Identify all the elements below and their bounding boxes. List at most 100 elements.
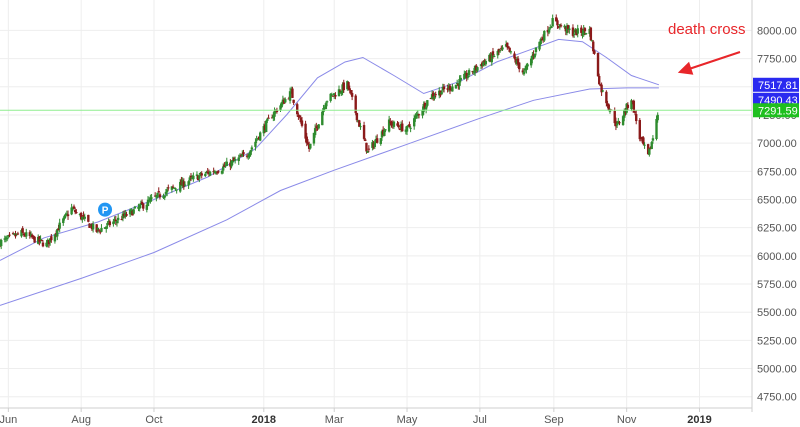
candle-down <box>22 233 26 236</box>
candle-up <box>576 28 579 34</box>
candle-up <box>195 174 199 176</box>
candle-up <box>105 226 108 230</box>
candle-up <box>538 41 541 50</box>
candle-up <box>529 58 533 66</box>
candle-up <box>175 189 178 191</box>
candle-down <box>613 111 616 124</box>
candle-up <box>379 138 382 145</box>
candle-down <box>108 221 112 226</box>
candle-up <box>241 154 244 156</box>
candle-up <box>70 207 73 215</box>
candle-down <box>200 173 203 176</box>
candle-down <box>448 85 452 91</box>
candle-down <box>75 212 78 214</box>
candle-up <box>106 223 109 226</box>
candle-up <box>650 142 653 150</box>
candle-up <box>525 65 528 71</box>
candle-down <box>513 53 516 59</box>
candle-up <box>133 206 137 209</box>
x-tick-label: Jul <box>473 414 487 426</box>
candle-down <box>358 120 361 127</box>
candle-up <box>284 99 287 103</box>
candle-down <box>583 28 587 32</box>
candle-down <box>354 95 357 114</box>
candle-up <box>91 223 95 230</box>
candle-down <box>571 27 575 36</box>
candle-up <box>149 198 152 202</box>
candle-down <box>365 142 368 152</box>
candle-up <box>115 221 119 224</box>
candlestick-layer <box>0 14 659 250</box>
candle-up <box>25 232 28 237</box>
candle-down <box>580 27 583 33</box>
candle-up <box>312 132 316 144</box>
candle-down <box>342 82 345 91</box>
candle-up <box>230 161 233 167</box>
candle-up <box>412 118 416 127</box>
candle-up <box>451 86 454 92</box>
candle-up <box>572 33 576 35</box>
candle-up <box>454 84 458 89</box>
candle-down <box>398 128 402 130</box>
candle-up <box>409 127 412 129</box>
candle-up <box>5 237 9 240</box>
candle-up <box>313 128 317 136</box>
candle-down <box>32 235 35 237</box>
candle-up <box>330 94 334 96</box>
candle-up <box>359 126 362 128</box>
candle-down <box>349 90 353 94</box>
candle-up <box>433 96 436 99</box>
candle-up <box>250 147 254 150</box>
candle-up <box>590 40 594 42</box>
candle-down <box>142 203 145 209</box>
candle-up <box>237 157 240 162</box>
candle-up <box>225 161 228 166</box>
annotation-layer: death cross <box>668 21 746 75</box>
candle-down <box>125 214 128 216</box>
candle-up <box>13 233 16 235</box>
candle-down <box>239 155 243 157</box>
candle-down <box>120 218 123 220</box>
candle-up <box>183 184 187 186</box>
candle-down <box>306 142 310 145</box>
candle-down <box>607 104 610 110</box>
candle-up <box>531 55 534 60</box>
y-tick-label: 6000.00 <box>757 251 797 263</box>
candle-up <box>204 173 207 177</box>
candle-up <box>651 138 655 141</box>
candle-up <box>463 73 466 80</box>
candle-down <box>348 88 351 91</box>
candle-up <box>568 28 571 30</box>
x-tick-label: 2019 <box>687 414 711 426</box>
candle-up <box>214 172 218 174</box>
candle-down <box>50 236 53 241</box>
candle-down <box>8 234 11 236</box>
candle-up <box>63 215 66 219</box>
candle-up <box>20 230 23 237</box>
candle-down <box>40 239 43 241</box>
candle-up <box>174 188 177 190</box>
candle-down <box>618 122 621 124</box>
candle-up <box>482 62 485 67</box>
candle-down <box>217 171 220 173</box>
x-tick-label: Aug <box>71 414 91 426</box>
candle-up <box>384 129 387 131</box>
event-marker-icon[interactable] <box>98 202 113 217</box>
candle-down <box>364 139 367 141</box>
candle-up <box>121 213 125 219</box>
candle-down <box>292 99 295 103</box>
x-tick-layer[interactable]: Jun Aug Oct 2018 Mar May Jul Sep Nov 2019 <box>0 408 712 426</box>
candle-down <box>158 194 162 198</box>
candle-up <box>550 26 553 28</box>
candle-up <box>112 221 115 225</box>
moving-average-line-2 <box>0 87 659 306</box>
candle-down <box>182 181 186 187</box>
y-tick-label: 5750.00 <box>757 279 797 291</box>
candle-up <box>424 106 428 110</box>
candle-down <box>401 123 404 132</box>
marker-layer[interactable]: P <box>98 202 113 217</box>
candle-up <box>187 181 190 186</box>
candle-up <box>173 187 176 189</box>
